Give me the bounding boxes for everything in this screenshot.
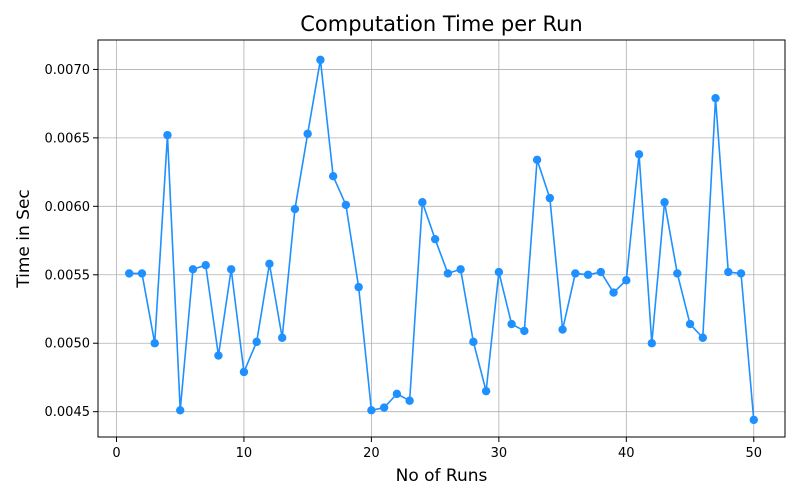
x-tick-label: 20: [363, 446, 380, 461]
data-point: [596, 267, 606, 277]
data-point: [201, 260, 210, 270]
data-point: [125, 269, 134, 278]
x-tick-label: 30: [491, 446, 508, 461]
data-point: [647, 339, 657, 348]
data-point: [571, 269, 580, 278]
y-tick-label: 0.0070: [45, 63, 91, 78]
data-series: [125, 55, 758, 425]
y-tick-label: 0.0050: [45, 337, 91, 352]
data-point: [736, 269, 746, 278]
x-tick-label: 50: [745, 446, 762, 461]
x-tick-label: 10: [236, 446, 253, 461]
data-point: [392, 389, 402, 399]
series-line: [129, 59, 755, 420]
data-point: [290, 204, 300, 214]
data-point: [507, 319, 516, 329]
x-tick-label: 0: [112, 446, 120, 461]
data-point: [239, 367, 249, 377]
data-point: [469, 337, 478, 347]
x-axis-ticks: 0 10 20 30 40 50: [112, 437, 762, 461]
data-point: [698, 333, 707, 342]
data-point: [379, 403, 389, 412]
x-axis-label: No of Runs: [396, 466, 488, 486]
data-point: [150, 339, 159, 348]
plot-frame: [97, 39, 786, 438]
y-tick-label: 0.0060: [45, 200, 91, 215]
data-point: [685, 319, 695, 329]
data-point: [494, 267, 504, 277]
data-point: [418, 198, 427, 207]
data-point: [163, 130, 172, 140]
y-axis-ticks: 0.0045 0.0050 0.0055 0.0060 0.0065 0.0070: [45, 63, 98, 420]
data-point: [749, 415, 758, 425]
data-point: [481, 386, 491, 396]
data-point: [354, 282, 363, 292]
x-tick-label: 40: [618, 446, 635, 461]
data-point: [405, 396, 414, 405]
data-point: [430, 234, 440, 244]
data-point: [673, 269, 682, 278]
data-point: [214, 351, 223, 360]
data-point: [583, 270, 593, 279]
data-point: [609, 288, 618, 297]
data-point: [634, 150, 644, 159]
data-point: [532, 155, 542, 164]
data-point: [316, 55, 325, 65]
data-point: [660, 198, 669, 207]
data-point: [277, 333, 287, 342]
chart-title: Computation Time per Run: [300, 12, 583, 36]
data-point: [176, 406, 185, 415]
data-point: [456, 265, 465, 274]
data-point: [545, 193, 555, 203]
data-point: [443, 269, 453, 278]
data-point: [520, 326, 529, 336]
data-point: [367, 406, 376, 415]
data-point: [724, 267, 733, 277]
data-point: [328, 172, 338, 181]
grid-lines: [98, 40, 785, 437]
data-point: [188, 265, 198, 274]
data-point: [711, 93, 720, 103]
y-axis-label: Time in Sec: [14, 189, 34, 289]
data-point: [137, 269, 147, 278]
y-tick-label: 0.0065: [45, 131, 91, 146]
data-point: [558, 325, 567, 334]
y-tick-label: 0.0055: [45, 268, 91, 283]
data-point: [303, 129, 312, 138]
data-point: [341, 200, 351, 210]
y-tick-label: 0.0045: [45, 405, 91, 420]
data-point: [252, 337, 261, 347]
data-point: [226, 265, 236, 274]
data-point: [622, 276, 631, 285]
data-point: [265, 259, 274, 269]
